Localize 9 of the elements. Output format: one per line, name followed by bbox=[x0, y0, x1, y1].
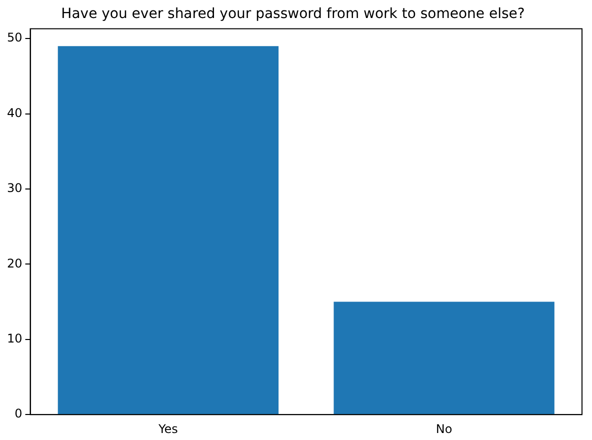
y-tick-label: 0 bbox=[14, 406, 22, 421]
y-tick-label: 50 bbox=[6, 30, 22, 45]
y-tick-label: 30 bbox=[6, 181, 22, 196]
y-tick-label: 40 bbox=[6, 106, 22, 120]
x-tick-label: No bbox=[436, 422, 452, 436]
y-tick-label: 20 bbox=[6, 256, 22, 270]
x-tick-label: Yes bbox=[158, 422, 178, 436]
chart-title: Have you ever shared your password from work to someone else? bbox=[61, 6, 525, 22]
y-tick-label: 10 bbox=[6, 332, 22, 346]
